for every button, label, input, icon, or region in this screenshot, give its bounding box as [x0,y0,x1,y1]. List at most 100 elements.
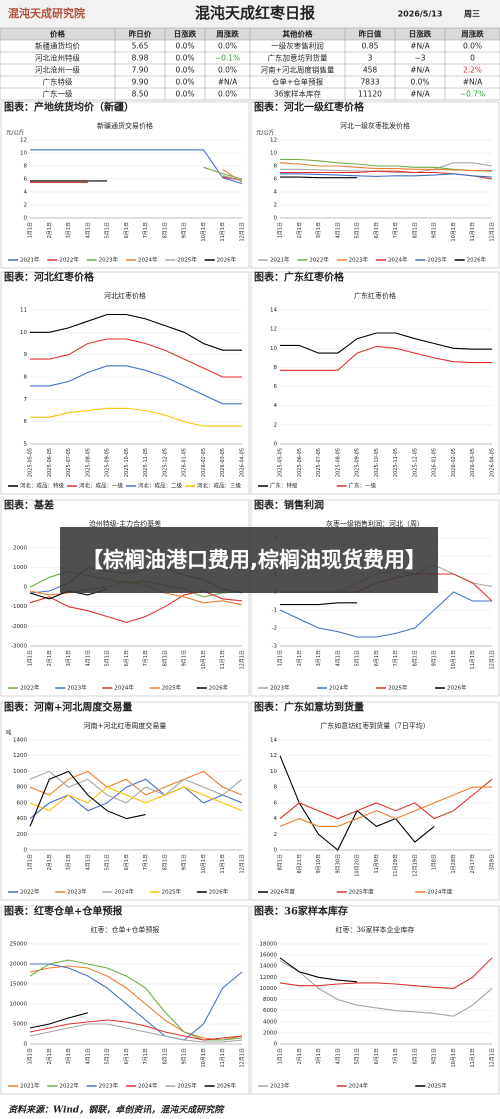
panel-heading: 图表：河南+河北周度交易量 [4,701,132,714]
x-tick-label: 12月1日 [240,1048,246,1068]
table-cell: 仓单+仓单预报 [272,77,324,87]
table-cell: 0.0% [175,90,194,99]
table-cell: 36家样本库存 [274,89,322,99]
panel-heading: 图表：河北红枣价格 [4,271,95,284]
series-line [29,1023,243,1043]
x-tick-label: 4月1日 [85,650,91,666]
y-tick-label: 10 [270,151,277,157]
table-cell: 0.0% [410,78,429,87]
x-tick-label: 11月1日 [220,1048,226,1068]
legend-label: 2025年 [427,1082,447,1090]
table-cell: 0.0% [463,42,482,51]
legend-label: 河北：成品：二级 [138,482,183,490]
series-line [222,175,243,181]
column-header: 昨日值 [359,29,382,39]
chart-title: 河南+河北红枣周度交易量 [84,721,167,730]
x-tick-label: 9月1日 [432,650,438,666]
legend-label: 2023年 [67,684,87,692]
y-tick-label: 10 [20,330,27,336]
y-tick-label: 8 [274,785,278,791]
table-cell: 0.0% [175,42,194,51]
y-tick-label: 200 [17,832,28,838]
y-tick-label: -2000 [11,624,27,630]
series-line [29,786,243,812]
legend-label: 2024年 [388,256,408,264]
table-cell: 7833 [360,78,379,87]
y-tick-label: 0 [274,1042,278,1048]
panel-heading: 图表：河北一级红枣价格 [254,101,365,114]
x-tick-label: 10月1日 [201,650,207,670]
panel-heading: 图表：广东如意坊到货量 [254,701,364,714]
y-tick-label: 15000 [10,982,28,988]
series-line [222,168,243,183]
series-line [279,957,358,983]
legend-label: 2022年 [59,1082,79,1090]
overlay-banner: 【棕榈油港口费用,棕榈油现货费用】 [60,527,438,593]
legend-label: 河北：成品：三级 [197,482,242,490]
x-tick-label: 2025-10-05 [124,448,130,477]
report-date: 2026/5/13 [398,10,443,19]
series-line [29,778,243,820]
table-cell: 458 [363,66,378,75]
series-line [280,162,493,174]
chart-title: 红枣：仓单+仓单预报 [91,925,160,934]
table-cell: #N/A [410,90,430,99]
x-tick-label: 3月9日 [490,854,496,870]
x-tick-label: 1月28日 [451,854,457,874]
y-tick-label: 8 [274,164,278,170]
legend-label: 2024年 [138,1082,158,1090]
x-tick-label: 9月1日 [432,222,438,238]
table-cell: 广东一级 [43,89,73,99]
series-line [30,149,243,185]
x-tick-label: 10月1日 [201,222,207,242]
x-tick-label: 7月1日 [143,222,149,238]
x-tick-label: 8月1日 [162,1048,168,1064]
series-line [30,338,242,378]
x-tick-label: 7月1日 [143,650,149,666]
x-tick-label: 1月1日 [278,222,284,238]
y-tick-label: 12000 [260,975,278,981]
logo: 混沌天成研究院 [8,6,85,20]
x-tick-label: 3月1日 [66,1048,72,1064]
x-tick-label: 5月1日 [355,1048,361,1064]
y-tick-label: 6 [24,419,28,425]
x-tick-label: 9月1日 [432,1048,438,1064]
y-tick-label: 4 [274,190,278,196]
x-tick-label: 4月1日 [85,854,91,870]
x-tick-label: 2026-02-05 [451,448,457,477]
column-header: 价格 [50,29,65,39]
x-tick-label: 3月1日 [66,222,72,238]
y-tick-label: 20000 [10,962,28,968]
y-tick-label: 12 [270,327,277,333]
y-tick-label: 600 [17,800,28,806]
table-cell: #N/A [463,78,483,87]
y-tick-label: 18000 [260,942,278,948]
x-tick-label: 2026-02-05 [201,448,207,477]
y-tick-label: 12 [20,138,27,144]
x-tick-label: 10月1日 [451,222,457,242]
x-tick-label: 4月1日 [335,650,341,666]
panel-frame [250,271,500,495]
table-cell: −3 [414,54,425,63]
panel-heading: 图表：销售利润 [254,499,324,512]
x-tick-label: 2026-03-05 [470,448,476,477]
legend-label: 2025年 [388,684,408,692]
series-line [29,965,243,1041]
x-tick-label: 8月1日 [412,222,418,238]
x-tick-label: 10月1日 [201,1048,207,1068]
x-tick-label: 6月1日 [124,222,130,238]
table-cell: 11120 [358,90,382,99]
x-tick-label: 8月1日 [412,650,418,666]
x-tick-label: 5月1日 [105,854,111,870]
table-cell: 河北沧州一级 [35,65,80,75]
table-cell: 0.0% [175,54,194,63]
series-line [279,162,492,172]
x-tick-label: 9月30日 [335,854,341,874]
x-tick-label: 5月1日 [105,650,111,666]
x-tick-label: 6月1日 [124,650,130,666]
panel-frame [250,701,500,901]
x-tick-label: 12月1日 [240,854,246,874]
legend-label: 2022年 [20,684,40,692]
